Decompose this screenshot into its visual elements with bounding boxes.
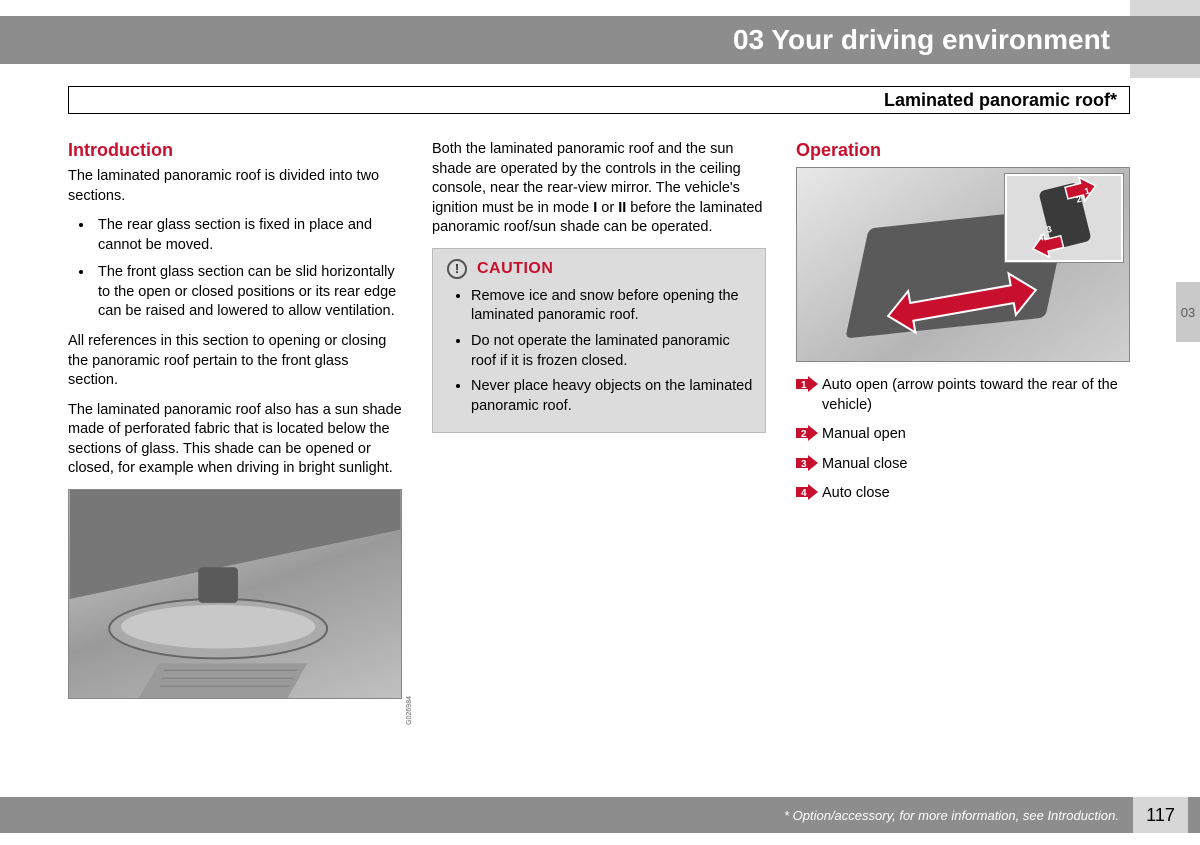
svg-text:2: 2: [801, 429, 807, 440]
chapter-tab: 03: [1176, 282, 1200, 342]
svg-text:1: 1: [801, 380, 807, 391]
inset-arrows: 4 3 2 1: [1007, 176, 1125, 264]
figure-code-1: G026984: [406, 696, 413, 725]
caution-item-1: Remove ice and snow before opening the l…: [471, 287, 753, 326]
content-area: Introduction The laminated panoramic roo…: [68, 140, 1130, 699]
intro-bullets: The rear glass section is fixed in place…: [68, 216, 402, 322]
caution-list: Remove ice and snow before opening the l…: [447, 287, 753, 416]
page-number: 117: [1133, 797, 1188, 833]
column-3: Operation 4 3 2 1 G031: [796, 140, 1130, 699]
legend-row-4: 4 Auto close: [796, 484, 1130, 504]
caution-item-3: Never place heavy objects on the laminat…: [471, 377, 753, 416]
intro-heading: Introduction: [68, 140, 402, 161]
intro-p3: The laminated panoramic roof also has a …: [68, 401, 402, 479]
footer-note: * Option/accessory, for more information…: [784, 808, 1119, 823]
legend-label-2: Manual open: [822, 425, 906, 445]
caution-item-2: Do not operate the laminated panoramic r…: [471, 332, 753, 371]
chapter-title: 03 Your driving environment: [733, 24, 1110, 56]
legend-marker-1: 1: [796, 376, 814, 392]
column-2: Both the laminated panoramic roof and th…: [432, 140, 766, 699]
legend-label-1: Auto open (arrow points toward the rear …: [822, 376, 1130, 415]
caution-title: CAUTION: [477, 260, 553, 278]
section-header: Laminated panoramic roof*: [68, 86, 1130, 114]
operation-figure: 4 3 2 1 G031426: [796, 167, 1130, 362]
double-arrow-icon: [887, 268, 1037, 338]
intro-bullet-1: The rear glass section is fixed in place…: [94, 216, 402, 255]
mirror-console-figure: G026984: [68, 489, 402, 699]
legend-row-2: 2 Manual open: [796, 425, 1130, 445]
caution-head: ! CAUTION: [447, 259, 753, 279]
section-title: Laminated panoramic roof*: [884, 90, 1117, 111]
legend-marker-4: 4: [796, 484, 814, 500]
svg-text:3: 3: [801, 459, 807, 470]
legend-label-3: Manual close: [822, 455, 907, 475]
intro-bullet-2: The front glass section can be slid hori…: [94, 263, 402, 322]
svg-text:4: 4: [801, 488, 807, 499]
op-or: or: [597, 200, 618, 216]
caution-icon: !: [447, 259, 467, 279]
legend-row-1: 1 Auto open (arrow points toward the rea…: [796, 376, 1130, 415]
legend-label-4: Auto close: [822, 484, 890, 504]
legend-marker-2: 2: [796, 425, 814, 441]
svg-text:3: 3: [1046, 224, 1053, 235]
footer-bar: * Option/accessory, for more information…: [0, 797, 1200, 833]
operation-intro: Both the laminated panoramic roof and th…: [432, 140, 766, 238]
legend-row-3: 3 Manual close: [796, 455, 1130, 475]
legend-marker-3: 3: [796, 455, 814, 471]
intro-p1: The laminated panoramic roof is divided …: [68, 167, 402, 206]
control-inset: 4 3 2 1: [1005, 174, 1123, 262]
header-bar: 03 Your driving environment: [0, 16, 1200, 64]
intro-p2: All references in this section to openin…: [68, 332, 402, 391]
column-1: Introduction The laminated panoramic roo…: [68, 140, 402, 699]
caution-box: ! CAUTION Remove ice and snow before ope…: [432, 248, 766, 433]
operation-heading: Operation: [796, 140, 1130, 161]
